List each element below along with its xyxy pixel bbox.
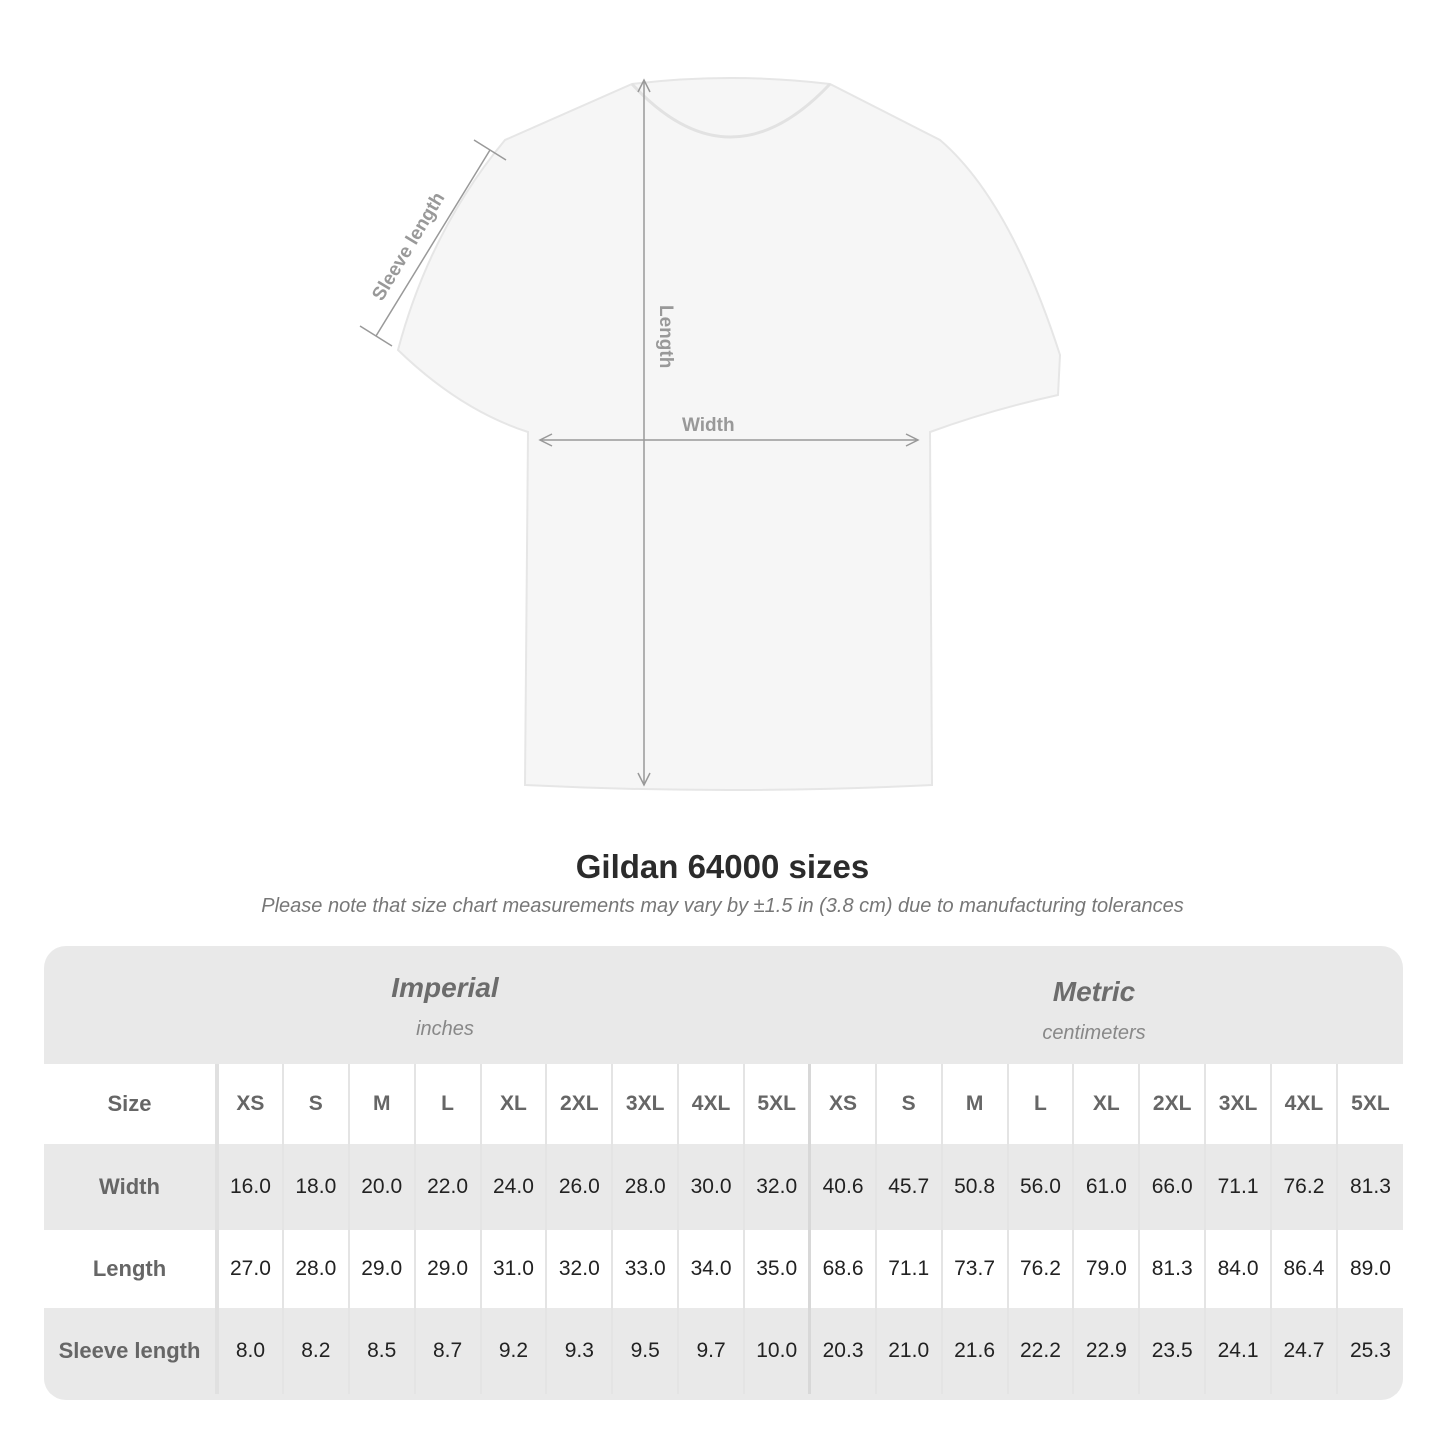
imperial-size-header: M: [347, 1064, 415, 1144]
imperial-value-cell: 8.0: [215, 1308, 283, 1394]
imperial-size-header: 3XL: [611, 1064, 679, 1144]
metric-value-cell: 71.1: [1204, 1144, 1271, 1230]
imperial-value-cell: 8.5: [347, 1308, 415, 1394]
imperial-value-cell: 8.7: [413, 1308, 481, 1394]
size-chart: Imperial inches Metric centimeters Size X…: [44, 946, 1403, 1400]
imperial-value-cell: 18.0: [281, 1144, 349, 1230]
imperial-value-cell: 30.0: [677, 1144, 744, 1230]
imperial-value-cell: 9.3: [545, 1308, 613, 1394]
metric-value-cell: 79.0: [1072, 1230, 1140, 1308]
imperial-size-header: XL: [479, 1064, 547, 1144]
metric-value-cell: 45.7: [874, 1144, 942, 1230]
imperial-value-cell: 28.0: [281, 1230, 349, 1308]
imperial-value-cell: 29.0: [347, 1230, 415, 1308]
metric-value-cell: 73.7: [940, 1230, 1008, 1308]
imperial-value-cell: 24.0: [479, 1144, 547, 1230]
imperial-value-cell: 33.0: [611, 1230, 679, 1308]
imperial-unit: inches: [416, 1018, 474, 1040]
row-label: Width: [44, 1144, 217, 1230]
width-label: Width: [682, 415, 735, 436]
metric-value-cell: 76.2: [1270, 1144, 1337, 1230]
metric-value-cell: 21.6: [940, 1308, 1008, 1394]
imperial-header: Imperial inches: [215, 972, 675, 1041]
metric-value-cell: 21.0: [874, 1308, 942, 1394]
metric-value-cell: 22.9: [1072, 1308, 1140, 1394]
table-row: Width 16.0 18.0 20.0 22.0 24.0 26.0 28.0 30.0 32.…: [44, 1144, 1403, 1230]
metric-unit: centimeters: [1042, 1022, 1146, 1044]
metric-value-cell: 81.3: [1138, 1230, 1206, 1308]
imperial-title: Imperial: [391, 972, 499, 1003]
table-row: Length 27.0 28.0 29.0 29.0 31.0 32.0 33.0 34.0 35…: [44, 1230, 1403, 1308]
imperial-value-cell: 8.2: [281, 1308, 349, 1394]
metric-value-cell: 25.3: [1335, 1308, 1403, 1394]
metric-value-cell: 20.3: [808, 1308, 876, 1394]
imperial-value-cell: 26.0: [545, 1144, 613, 1230]
imperial-size-header: 5XL: [743, 1064, 810, 1144]
length-label: Length: [655, 305, 676, 368]
metric-size-header: XL: [1072, 1064, 1140, 1144]
size-header-row: Size XS S M L XL 2XL 3XL 4XL 5XL XS S M L XL 2XL 3XL 4XL 5…: [44, 1064, 1403, 1144]
imperial-value-cell: 27.0: [215, 1230, 283, 1308]
metric-value-cell: 50.8: [940, 1144, 1008, 1230]
imperial-value-cell: 32.0: [545, 1230, 613, 1308]
imperial-value-cell: 35.0: [743, 1230, 810, 1308]
imperial-size-header: L: [413, 1064, 481, 1144]
imperial-value-cell: 34.0: [677, 1230, 744, 1308]
metric-value-cell: 40.6: [808, 1144, 876, 1230]
metric-value-cell: 24.1: [1204, 1308, 1271, 1394]
imperial-value-cell: 29.0: [413, 1230, 481, 1308]
metric-value-cell: 24.7: [1270, 1308, 1337, 1394]
tshirt-diagram: Sleeve length Length Width: [359, 77, 1062, 791]
metric-value-cell: 81.3: [1335, 1144, 1403, 1230]
metric-value-cell: 76.2: [1006, 1230, 1074, 1308]
metric-value-cell: 71.1: [874, 1230, 942, 1308]
imperial-value-cell: 20.0: [347, 1144, 415, 1230]
metric-value-cell: 86.4: [1270, 1230, 1337, 1308]
tshirt-shape: [396, 77, 1062, 791]
row-label: Size: [44, 1064, 217, 1144]
metric-value-cell: 89.0: [1335, 1230, 1403, 1308]
imperial-size-header: 4XL: [677, 1064, 744, 1144]
imperial-size-header: XS: [215, 1064, 283, 1144]
imperial-value-cell: 22.0: [413, 1144, 481, 1230]
imperial-value-cell: 9.2: [479, 1308, 547, 1394]
metric-size-header: 2XL: [1138, 1064, 1206, 1144]
metric-size-header: 3XL: [1204, 1064, 1271, 1144]
imperial-value-cell: 28.0: [611, 1144, 679, 1230]
metric-title: Metric: [1052, 976, 1136, 1007]
metric-header: Metric centimeters: [864, 976, 1324, 1045]
metric-value-cell: 68.6: [808, 1230, 876, 1308]
metric-size-header: S: [874, 1064, 942, 1144]
imperial-value-cell: 9.5: [611, 1308, 679, 1394]
imperial-value-cell: 32.0: [743, 1144, 810, 1230]
imperial-value-cell: 9.7: [677, 1308, 744, 1394]
imperial-value-cell: 31.0: [479, 1230, 547, 1308]
metric-value-cell: 23.5: [1138, 1308, 1206, 1394]
size-table: Size XS S M L XL 2XL 3XL 4XL 5XL XS S M L XL 2XL 3XL 4XL 5…: [44, 1064, 1403, 1394]
metric-size-header: L: [1006, 1064, 1074, 1144]
metric-value-cell: 61.0: [1072, 1144, 1140, 1230]
metric-size-header: 5XL: [1335, 1064, 1403, 1144]
imperial-value-cell: 10.0: [743, 1308, 810, 1394]
imperial-size-header: S: [281, 1064, 349, 1144]
metric-value-cell: 22.2: [1006, 1308, 1074, 1394]
metric-size-header: 4XL: [1270, 1064, 1337, 1144]
imperial-value-cell: 16.0: [215, 1144, 283, 1230]
table-row: Sleeve length 8.0 8.2 8.5 8.7 9.2 9.3 9.5 9.7 10.…: [44, 1308, 1403, 1394]
metric-size-header: XS: [808, 1064, 876, 1144]
metric-value-cell: 66.0: [1138, 1144, 1206, 1230]
row-label: Length: [44, 1230, 217, 1308]
row-label: Sleeve length: [44, 1308, 217, 1394]
imperial-size-header: 2XL: [545, 1064, 613, 1144]
metric-value-cell: 84.0: [1204, 1230, 1271, 1308]
page-title: Gildan 64000 sizes: [575, 848, 870, 885]
metric-size-header: M: [940, 1064, 1008, 1144]
tolerance-note: Please note that size chart measurements…: [261, 895, 1184, 917]
metric-value-cell: 56.0: [1006, 1144, 1074, 1230]
